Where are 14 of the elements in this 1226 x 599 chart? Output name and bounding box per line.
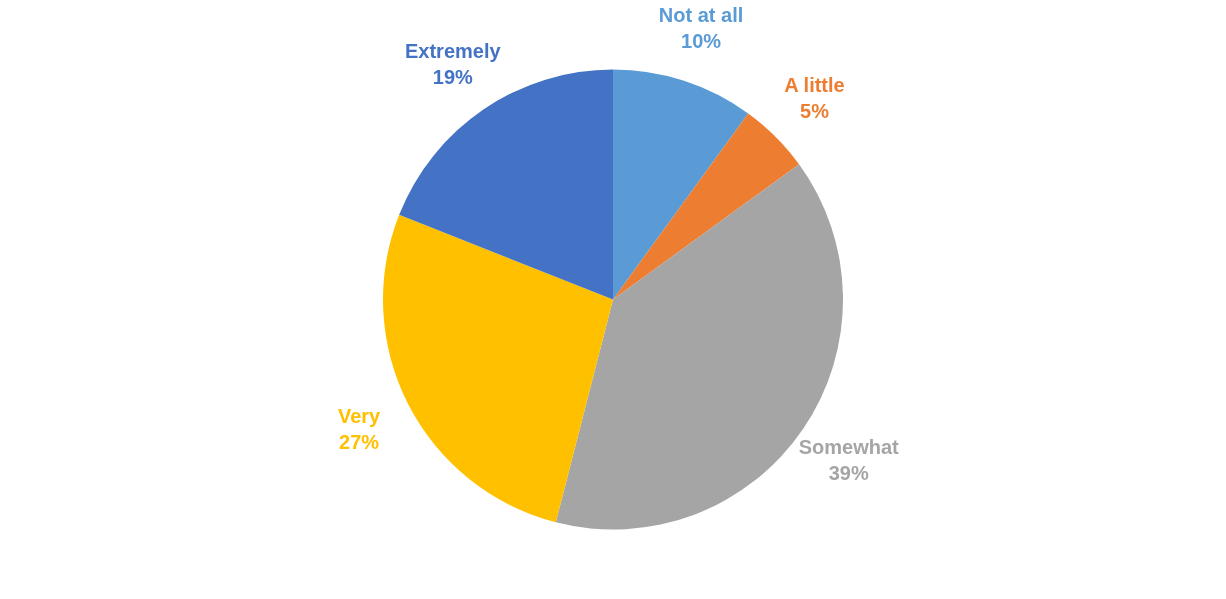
data-label: 27%: [339, 430, 380, 453]
data-label: 39%: [828, 461, 869, 484]
slice-label: A little: [784, 73, 845, 96]
slice-label: Not at all: [658, 4, 744, 27]
data-label: 10%: [681, 30, 722, 53]
pie-slice: [399, 69, 613, 300]
slice-label: Very: [337, 404, 382, 427]
pie-slice: [613, 113, 800, 300]
slice-label: Somewhat: [798, 435, 900, 458]
slice-label: Extremely: [404, 39, 502, 62]
data-label: 5%: [800, 99, 830, 122]
pie-slice: [613, 69, 749, 300]
data-label: 19%: [432, 65, 474, 88]
pie-slice: [383, 214, 613, 523]
